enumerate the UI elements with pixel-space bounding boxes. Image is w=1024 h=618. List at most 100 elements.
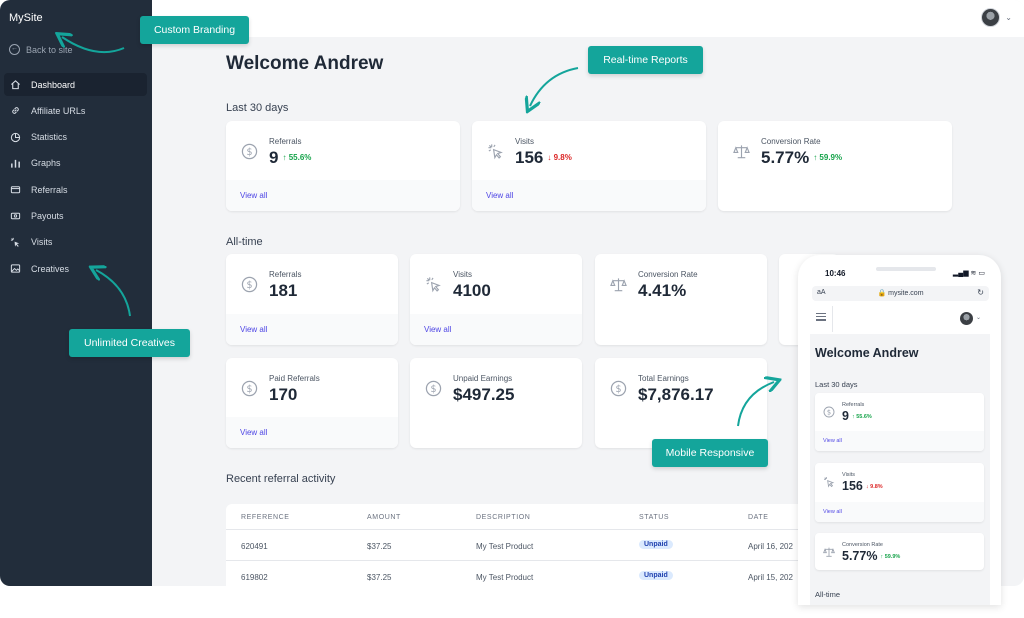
stat-label: Paid Referrals [269,374,320,383]
stat-card-conversion-30d: Conversion Rate 5.77% ↑ 59.9% [718,121,952,211]
view-all-link[interactable]: View all [240,428,268,437]
site-name[interactable]: MySite [9,12,43,24]
mobile-content: Welcome Andrew Last 30 days $ Referrals … [810,334,990,605]
signal-wifi-battery-icon: ▂▄▆ ≋ ▭ [952,270,985,277]
view-all-link[interactable]: View all [823,509,842,515]
column-header: AMOUNT [367,514,401,521]
stat-card-visits-30d: Visits 156 ↓ 9.8% View all [472,121,706,211]
column-header: STATUS [639,514,670,521]
view-all-link[interactable]: View all [486,191,514,200]
dollar-icon: $ [425,380,442,397]
scale-icon [823,546,835,558]
change-down-badge: ↓ 9.8% [547,153,572,162]
stat-value: 156 [515,148,544,167]
stat-value: 4.41% [638,281,687,300]
stat-label: Visits [453,270,472,279]
svg-text:$: $ [246,384,252,395]
stat-label: Visits [515,137,534,146]
view-all-link[interactable]: View all [240,325,268,334]
stat-label: Total Earnings [638,374,689,383]
stat-card-unpaid-earnings: $ Unpaid Earnings $497.25 [410,358,582,448]
text-size-button[interactable]: aA [817,289,826,296]
referral-activity-table: REFERENCE AMOUNT DESCRIPTION STATUS DATE… [226,504,806,586]
bar-chart-icon [10,158,21,169]
change-down-badge: ↓ 9.8% [865,484,883,490]
change-up-badge: ↑ 59.9% [813,153,843,162]
hamburger-menu-icon[interactable] [816,313,826,323]
sidebar-item-label: Dashboard [31,79,76,90]
svg-text:$: $ [615,384,621,395]
divider [832,306,833,332]
stat-label: Conversion Rate [761,137,821,146]
all-time-heading: All-time [815,590,841,599]
dollar-icon: $ [241,380,258,397]
url-text: 🔒 mysite.com [877,290,924,297]
image-icon [10,263,21,274]
stat-card-visits-all: Visits 4100 View all [410,254,582,345]
column-header: DATE [748,514,769,521]
user-avatar[interactable] [981,8,1000,27]
sidebar-item-label: Affiliate URLs [31,105,86,116]
cell-description: My Test Product [476,573,534,582]
svg-text:$: $ [430,384,436,395]
user-avatar[interactable] [960,312,973,325]
back-to-site-label: Back to site [26,44,73,55]
cursor-click-icon [425,276,442,293]
cell-reference: 619802 [241,573,268,582]
callout-unlimited-creatives: Unlimited Creatives [69,329,190,357]
dollar-icon: $ [241,276,258,293]
chevron-down-icon[interactable]: ⌄ [1005,13,1012,22]
svg-text:$: $ [246,147,252,158]
sidebar-nav: Dashboard Affiliate URLs Statistics Grap… [4,73,147,283]
column-header: REFERENCE [241,514,290,521]
table-row[interactable]: 619802 $37.25 My Test Product Unpaid Apr… [226,560,806,586]
callout-real-time-reports: Real-time Reports [588,46,703,74]
sidebar-item-referrals[interactable]: Referrals [4,178,147,201]
app-window: MySite ← Back to site Dashboard Affiliat… [0,0,1024,586]
sidebar: MySite ← Back to site Dashboard Affiliat… [0,0,152,586]
sidebar-item-label: Graphs [31,158,61,169]
status-badge: Unpaid [639,571,673,580]
sidebar-item-label: Creatives [31,263,70,274]
stat-label: Conversion Rate [638,270,698,279]
sidebar-item-payouts[interactable]: Payouts [4,204,147,227]
browser-url-bar[interactable]: aA 🔒 mysite.com ↻ [812,286,989,301]
stat-value: 4100 [453,281,491,300]
change-up-badge: ↑ 55.6% [851,414,872,420]
sidebar-item-statistics[interactable]: Statistics [4,126,147,149]
stat-label: Visits [842,472,856,478]
dollar-icon: $ [823,406,835,418]
svg-text:$: $ [827,408,831,416]
cell-amount: $37.25 [367,542,392,551]
view-all-link[interactable]: View all [823,438,842,444]
view-all-link[interactable]: View all [424,325,452,334]
stat-card-visits: Visits 156 ↓ 9.8% View all [815,463,984,522]
chevron-down-icon[interactable]: ⌄ [976,315,982,321]
table-row[interactable]: 620491 $37.25 My Test Product Unpaid Apr… [226,529,806,560]
sidebar-item-creatives[interactable]: Creatives [4,257,147,280]
stat-value: 9 [842,409,849,423]
sidebar-item-label: Visits [31,237,53,248]
stat-value: 5.77% [842,549,878,563]
phone-notch [876,267,936,271]
callout-mobile-responsive: Mobile Responsive [652,439,768,467]
view-all-link[interactable]: View all [240,191,268,200]
sidebar-item-affiliate-urls[interactable]: Affiliate URLs [4,99,147,122]
stat-card-total-earnings: $ Total Earnings $7,876.17 [595,358,767,448]
stat-label: Referrals [269,137,302,146]
sidebar-item-dashboard[interactable]: Dashboard [4,73,147,96]
stat-card-conversion-all: Conversion Rate 4.41% [595,254,767,345]
sidebar-item-label: Payouts [31,210,64,221]
stat-card-conversion: Conversion Rate 5.77% ↑ 59.9% [815,533,984,570]
stat-value: 5.77% [761,148,810,167]
callout-custom-branding: Custom Branding [140,16,249,44]
change-up-badge: ↑ 55.6% [282,153,312,162]
back-to-site-link[interactable]: ← Back to site [9,44,73,55]
sidebar-item-visits[interactable]: Visits [4,231,147,254]
stat-card-referrals-all: $ Referrals 181 View all [226,254,398,345]
sidebar-item-graphs[interactable]: Graphs [4,152,147,175]
scale-icon [733,143,750,160]
reload-icon[interactable]: ↻ [977,288,984,297]
stat-value: 181 [269,281,298,300]
home-icon [10,79,21,90]
